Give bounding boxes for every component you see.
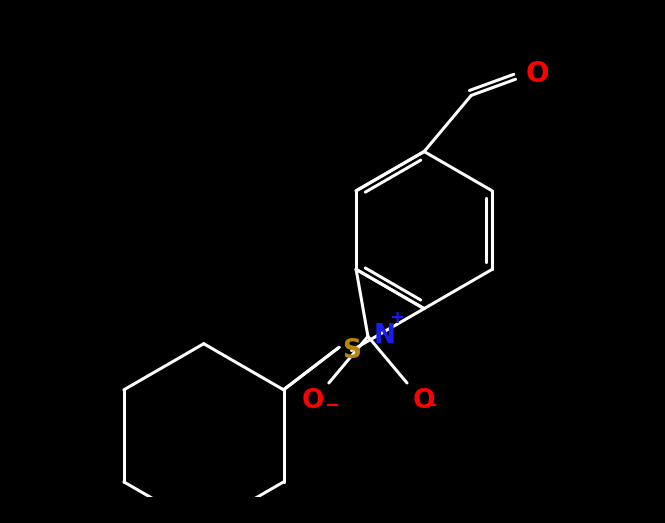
Text: −: − <box>325 397 340 415</box>
Text: N: N <box>373 323 395 349</box>
Text: O: O <box>526 60 549 88</box>
Text: O: O <box>301 388 324 414</box>
Text: −: − <box>422 397 438 415</box>
Text: +: + <box>389 309 404 326</box>
Text: S: S <box>342 337 361 363</box>
Text: O: O <box>412 388 435 414</box>
